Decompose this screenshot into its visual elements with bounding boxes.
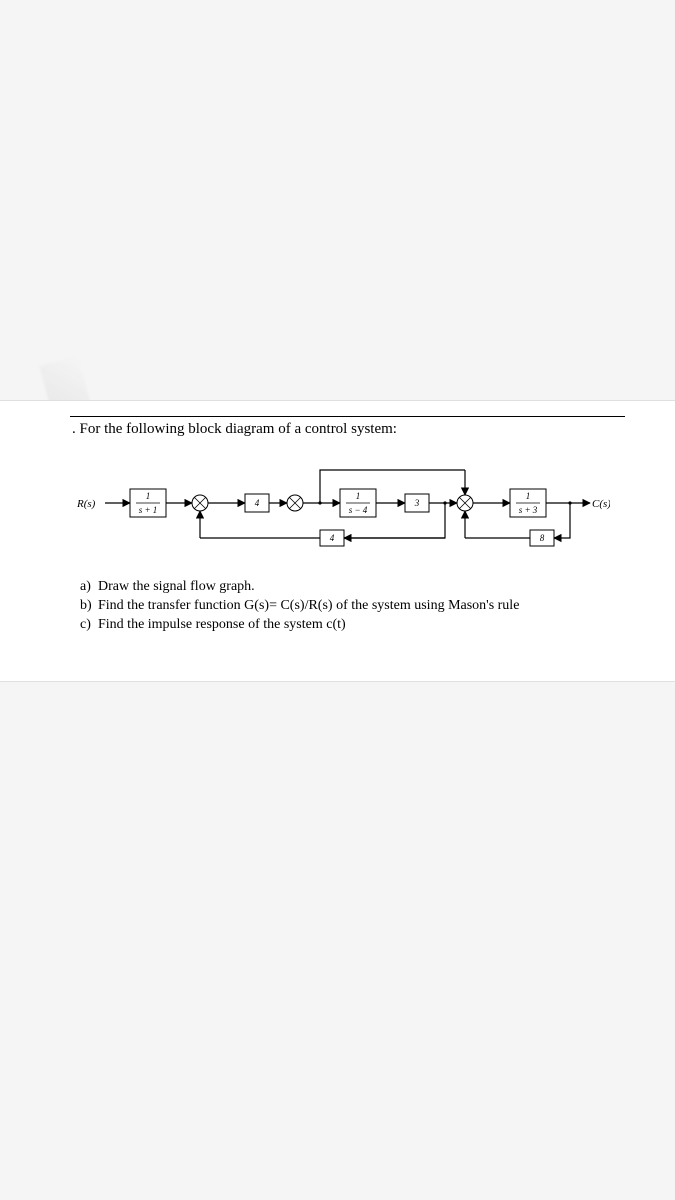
- question-a-text: Draw the signal flow graph.: [98, 578, 255, 597]
- sum-junction-2: [287, 495, 303, 511]
- svg-text:s + 1: s + 1: [139, 505, 158, 515]
- svg-text:4: 4: [255, 498, 260, 508]
- svg-text:s + 3: s + 3: [519, 505, 538, 515]
- block-g2: 4: [245, 494, 269, 512]
- question-c-text: Find the impulse response of the system …: [98, 616, 346, 635]
- input-label: R(s): [76, 498, 96, 510]
- question-c-label: c): [80, 616, 98, 635]
- question-a-label: a): [80, 578, 98, 597]
- question-a: a) Draw the signal flow graph.: [80, 578, 620, 597]
- block-g1: 1 s + 1: [130, 489, 166, 517]
- sum-junction-3: [457, 495, 473, 511]
- svg-text:1: 1: [356, 491, 361, 501]
- block-h1: 4: [320, 530, 344, 546]
- svg-text:4: 4: [330, 533, 335, 543]
- question-b: b) Find the transfer function G(s)= C(s)…: [80, 597, 620, 616]
- block-g4: 3: [405, 494, 429, 512]
- wire-feedback-outer: [554, 503, 570, 538]
- output-label: C(s): [592, 498, 610, 510]
- block-h2: 8: [530, 530, 554, 546]
- problem-content: . For the following block diagram of a c…: [60, 416, 620, 635]
- problem-prompt: . For the following block diagram of a c…: [72, 421, 620, 438]
- document-page: . For the following block diagram of a c…: [0, 400, 675, 682]
- svg-text:s − 4: s − 4: [349, 505, 368, 515]
- svg-text:1: 1: [146, 491, 151, 501]
- question-b-label: b): [80, 597, 98, 616]
- sum-junction-1: [192, 495, 208, 511]
- block-diagram-svg: R(s) C(s): [70, 458, 610, 568]
- svg-text:1: 1: [526, 491, 531, 501]
- question-b-text: Find the transfer function G(s)= C(s)/R(…: [98, 597, 519, 616]
- block-g5: 1 s + 3: [510, 489, 546, 517]
- svg-text:3: 3: [414, 498, 420, 508]
- svg-text:8: 8: [540, 533, 545, 543]
- block-g3: 1 s − 4: [340, 489, 376, 517]
- horizontal-rule: [70, 416, 625, 417]
- question-list: a) Draw the signal flow graph. b) Find t…: [80, 578, 620, 635]
- question-c: c) Find the impulse response of the syst…: [80, 616, 620, 635]
- block-diagram: R(s) C(s): [70, 458, 610, 568]
